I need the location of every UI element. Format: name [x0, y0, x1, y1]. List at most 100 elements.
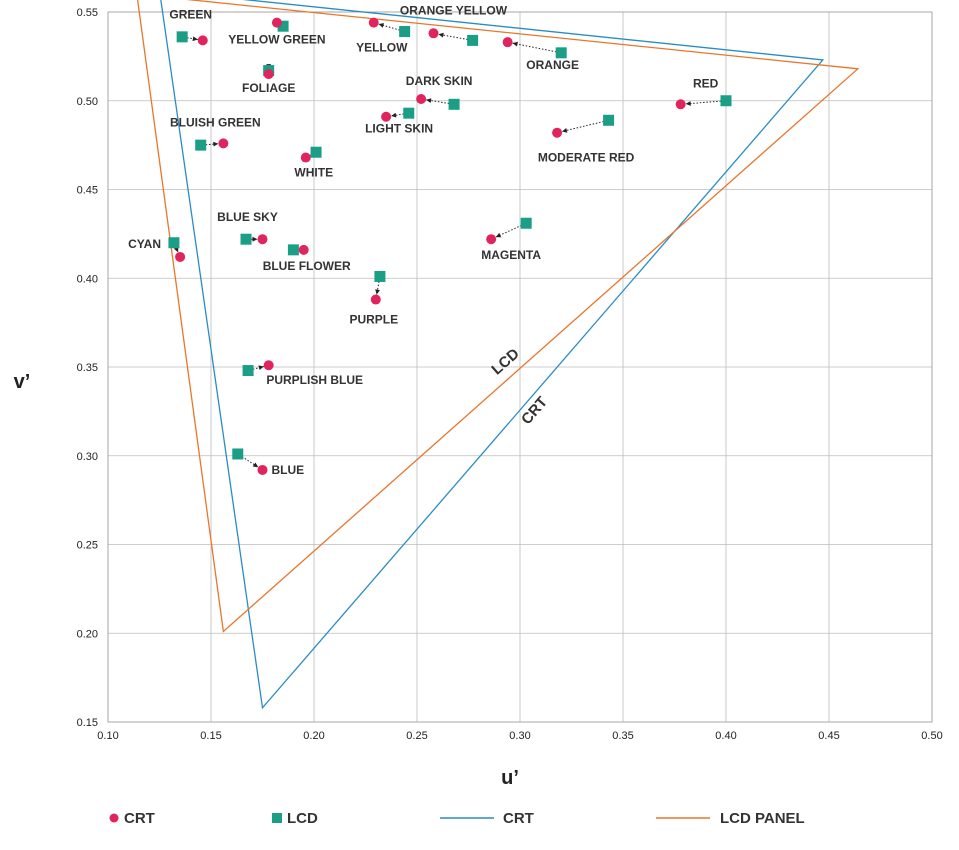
patch-white: WHITE [294, 146, 333, 180]
crt-gamut-label: CRT [518, 394, 551, 428]
patch-label: CYAN [128, 237, 161, 251]
y-tick-label: 0.30 [77, 451, 98, 463]
patch-foliage: FOLIAGE [242, 64, 295, 95]
patch-purple: PURPLE [349, 270, 398, 327]
patch-yellow-green: YELLOW GREEN [228, 17, 326, 47]
patch-label: MODERATE RED [538, 151, 635, 165]
patch-label: PURPLISH BLUE [266, 373, 363, 387]
crt-gamut-triangle [160, 0, 825, 710]
patch-label: GREEN [169, 7, 212, 21]
lcd-point [520, 217, 532, 229]
gamut-triangles [136, 0, 860, 710]
plot-frame [107, 11, 933, 723]
patch-label: BLUE SKY [217, 210, 278, 224]
lcd-point [555, 47, 567, 59]
crt-point [271, 17, 282, 28]
legend-crt-gamut-label: CRT [503, 810, 534, 827]
patch-cyan: CYAN [128, 237, 186, 262]
crt-point [370, 294, 381, 305]
patch-label: YELLOW GREEN [228, 33, 325, 47]
y-tick-label: 0.25 [77, 540, 98, 552]
legend-lcd-gamut-label: LCD PANEL [720, 810, 805, 827]
lcd-gamut-triangle [136, 0, 860, 633]
patch-label: BLUE [272, 463, 305, 477]
crt-point [368, 17, 379, 28]
crt-point [263, 69, 274, 80]
patch-green: GREEN [169, 7, 212, 46]
lcd-point [232, 448, 244, 460]
shift-arrowhead [378, 23, 385, 28]
patch-label: YELLOW [356, 41, 408, 55]
legend-item-lcd-point: LCD [272, 810, 318, 827]
shift-arrowhead [512, 41, 518, 47]
crt-point [218, 138, 229, 149]
lcd-point [374, 270, 386, 282]
lcd-point [467, 34, 479, 46]
crt-point [552, 127, 563, 138]
patch-blue: BLUE [232, 448, 305, 477]
lcd-point [287, 244, 299, 256]
shift-arrowhead [391, 112, 397, 118]
x-tick-label: 0.40 [715, 730, 736, 742]
legend-lcd-point-swatch [272, 813, 282, 823]
grid [107, 11, 933, 723]
patch-blue-flower: BLUE FLOWER [263, 244, 351, 273]
patch-light-skin: LIGHT SKIN [365, 107, 433, 136]
y-tick-label: 0.40 [77, 273, 98, 285]
patch-label: RED [693, 76, 719, 90]
patch-magenta: MAGENTA [481, 217, 541, 262]
patch-orange: ORANGE [502, 37, 579, 72]
patch-label: BLUE FLOWER [263, 259, 351, 273]
lcd-point [168, 237, 180, 249]
shift-line [685, 100, 722, 105]
y-tick-label: 0.15 [77, 717, 98, 729]
y-axis-title: v’ [14, 371, 31, 393]
x-axis-title: u’ [501, 767, 519, 789]
x-tick-label: 0.50 [921, 730, 942, 742]
shift-arrowhead [561, 128, 568, 133]
crt-point [298, 244, 309, 255]
lcd-point [399, 26, 411, 38]
patch-bluish-green: BLUISH GREEN [170, 115, 261, 151]
x-tick-label: 0.15 [200, 730, 221, 742]
x-tick-label: 0.10 [97, 730, 118, 742]
patch-label: DARK SKIN [406, 74, 473, 88]
patch-label: ORANGE YELLOW [400, 3, 508, 17]
patch-label: PURPLE [349, 313, 398, 327]
lcd-gamut-label: LCD [488, 345, 522, 378]
shift-arrowhead [213, 141, 219, 147]
y-tick-label: 0.45 [77, 185, 98, 197]
x-tick-label: 0.25 [406, 730, 427, 742]
patch-label: MAGENTA [481, 248, 541, 262]
crt-point [502, 37, 513, 48]
crt-point [416, 93, 427, 104]
crt-point [300, 152, 311, 163]
x-tick-label: 0.45 [818, 730, 839, 742]
y-tick-label: 0.35 [77, 362, 98, 374]
y-tick-label: 0.55 [77, 7, 98, 19]
crt-point [257, 464, 268, 475]
patch-label: WHITE [294, 166, 333, 180]
patch-blue-sky: BLUE SKY [217, 210, 278, 245]
crt-point [486, 234, 497, 245]
shift-arrowhead [438, 32, 444, 38]
shift-arrowhead [495, 232, 502, 238]
shift-arrowhead [252, 462, 259, 468]
legend-item-lcd-gamut: LCD PANEL [656, 810, 805, 827]
shift-line [512, 42, 557, 53]
lcd-point [310, 146, 322, 158]
legend-crt-point-label: CRT [124, 810, 155, 827]
crt-point [197, 35, 208, 46]
shift-arrowhead [252, 236, 258, 242]
shift-line [561, 120, 604, 133]
shift-line [425, 99, 450, 104]
lcd-point [242, 365, 254, 377]
y-tick-label: 0.50 [77, 96, 98, 108]
crt-point [257, 234, 268, 245]
lcd-point [720, 95, 732, 107]
shift-line [378, 23, 400, 31]
lcd-point [195, 139, 207, 151]
x-tick-label: 0.30 [509, 730, 530, 742]
lcd-point [403, 107, 415, 119]
